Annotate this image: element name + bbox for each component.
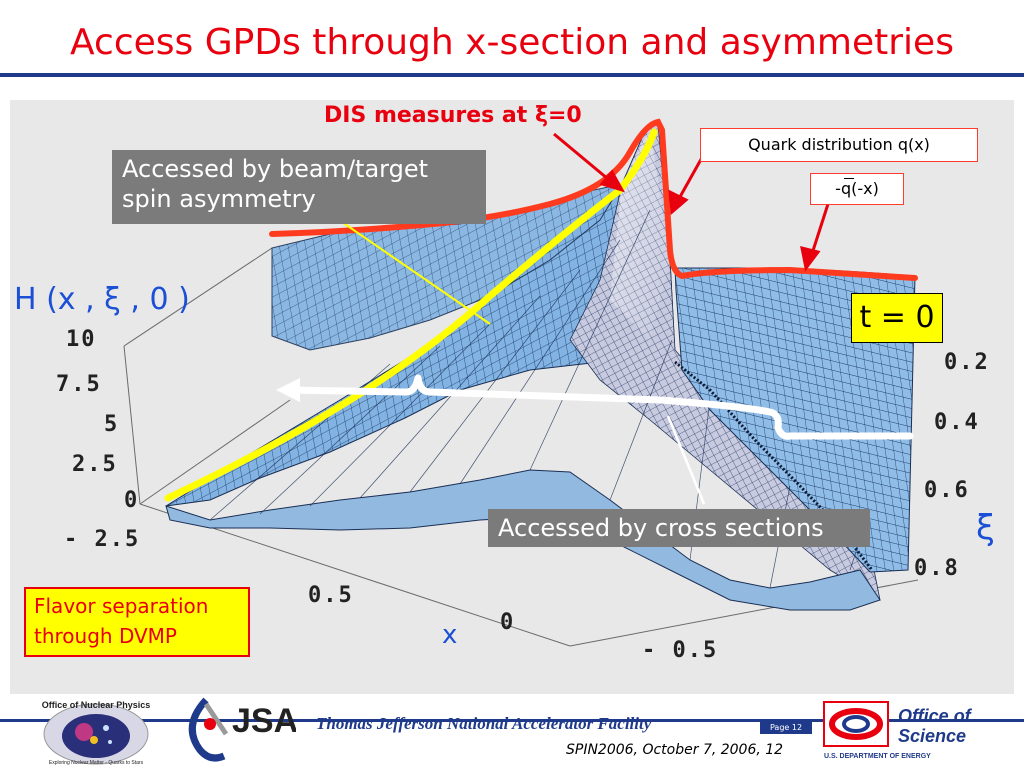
quark-distribution-label: Quark distribution q(x) (700, 128, 978, 162)
jsa-logo-text: JSA (232, 702, 296, 740)
xi-tick: 0.4 (934, 410, 980, 435)
xi-tick: 0.2 (944, 350, 990, 375)
x-tick: 0 (500, 610, 516, 635)
z-tick: 0 (124, 488, 140, 513)
ridge-edge-line (674, 360, 874, 571)
footer-divider (0, 719, 1024, 722)
x-tick: 0.5 (308, 583, 354, 608)
onp-logo-tagline: Exploring Nuclear Matter - Quarks to Sta… (49, 760, 144, 766)
xi-axis-title: ξ (976, 508, 995, 548)
surface-front-fold (165, 469, 881, 611)
cross-section-white-path (282, 374, 914, 440)
xi-tick: 0.6 (924, 478, 970, 503)
beam-target-pointer (341, 221, 491, 325)
z-tick: 2.5 (72, 452, 118, 477)
cross-section-arrowhead (276, 378, 300, 402)
surface-front-gridlines (209, 209, 861, 589)
antiquark-arrow (800, 203, 830, 272)
dis-arrow (553, 132, 626, 193)
cross-section-pointer (666, 415, 706, 505)
beam-target-label: Accessed by beam/target spin asymmetry (112, 150, 486, 224)
nuclear-physics-logo: Office of Nuclear Physics Exploring Nucl… (42, 700, 151, 766)
z-axis-title: H (x , ξ , 0 ) (14, 282, 190, 317)
quark-arrow (668, 153, 706, 216)
gpd-surface-plot (123, 118, 919, 647)
z-tick: 10 (66, 327, 97, 352)
flavor-separation-label: Flavor separation through DVMP (24, 587, 250, 657)
z-tick: 7.5 (56, 372, 102, 397)
doe-line1: Office of (898, 706, 973, 726)
t-zero-label: t = 0 (851, 293, 943, 343)
x-axis-title: x (442, 620, 458, 650)
dis-label: DIS measures at ξ=0 (324, 103, 582, 128)
xi-tick: 0.8 (914, 556, 960, 581)
doe-line2: Science (898, 726, 966, 746)
page-badge: Page 12 (760, 722, 812, 734)
antiquark-distribution-label: -q(-x) (810, 173, 904, 205)
conference-info: SPIN2006, October 7, 2006, 12 (566, 742, 784, 758)
z-tick: - 2.5 (64, 527, 141, 552)
doe-office-of-science-logo: Office of Science U.S. DEPARTMENT OF ENE… (823, 701, 973, 760)
dis-red-curve (269, 118, 918, 281)
slide-title: Access GPDs through x-section and asymme… (70, 22, 954, 63)
z-tick: 5 (104, 412, 120, 437)
jsa-logo: JSA (188, 697, 296, 762)
facility-name: Thomas Jefferson National Accelerator Fa… (316, 714, 652, 733)
onp-logo-text: Office of Nuclear Physics (42, 700, 151, 710)
title-divider (0, 73, 1024, 77)
cross-sections-label: Accessed by cross sections (488, 509, 870, 547)
x-tick: - 0.5 (642, 638, 719, 663)
doe-line3: U.S. DEPARTMENT OF ENERGY (824, 753, 931, 760)
